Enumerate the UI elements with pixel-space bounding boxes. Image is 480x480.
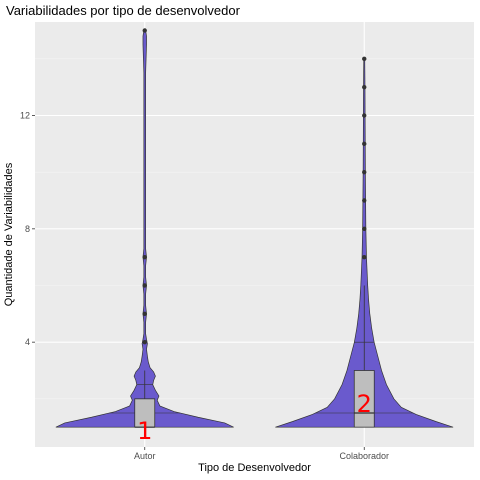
violin-group-autor: 1 bbox=[55, 28, 234, 445]
outlier-point bbox=[142, 28, 147, 33]
outlier-point bbox=[362, 254, 367, 260]
violins: 12 bbox=[55, 28, 454, 445]
outlier-point bbox=[362, 226, 367, 232]
outlier-point bbox=[142, 311, 147, 317]
outlier-point bbox=[362, 141, 367, 147]
violin-group-colaborador: 2 bbox=[275, 56, 454, 428]
chart-title: Variabilidades por tipo de desenvolvedor bbox=[6, 3, 241, 18]
plot-panel bbox=[35, 22, 474, 447]
outlier-point bbox=[142, 339, 147, 345]
outlier-point bbox=[142, 283, 147, 288]
group-annotation: 1 bbox=[137, 417, 152, 445]
outlier-point bbox=[362, 198, 367, 203]
outlier-point bbox=[362, 84, 367, 90]
x-tick-label: Autor bbox=[134, 451, 156, 461]
outlier-point bbox=[362, 169, 367, 175]
y-tick-label: 8 bbox=[25, 224, 30, 234]
x-tick-label: Colaborador bbox=[339, 451, 389, 461]
y-axis-title: Quantidade de Variabilidades bbox=[3, 162, 15, 306]
x-axis-title: Tipo de Desenvolvedor bbox=[198, 462, 311, 474]
y-tick-label: 4 bbox=[25, 337, 30, 347]
y-tick-label: 12 bbox=[20, 111, 30, 121]
group-annotation: 2 bbox=[357, 390, 372, 418]
outlier-point bbox=[362, 56, 367, 62]
outlier-point bbox=[362, 113, 367, 118]
outlier-point bbox=[142, 254, 147, 260]
